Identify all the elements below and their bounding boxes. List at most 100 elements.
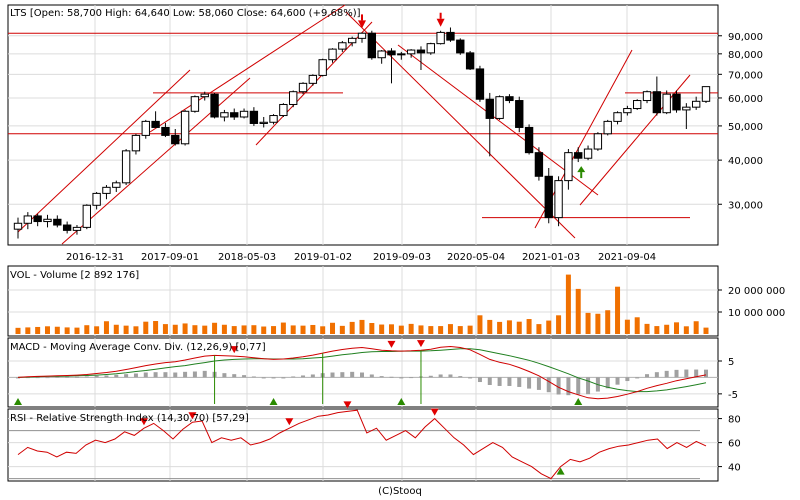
- candle-body-up: [259, 121, 268, 124]
- macd-panel: 5 -5 MACD - Moving Average Conv. Div. (12,…: [7, 337, 738, 408]
- macd-histogram-bar: [25, 377, 30, 379]
- price-tick-label: 80,000: [728, 50, 763, 61]
- rsi-sell-marker: [139, 418, 148, 426]
- macd-histogram-bar: [369, 374, 374, 378]
- macd-histogram-bar: [379, 376, 384, 378]
- x-tick-label: 2021-09-04: [598, 252, 656, 263]
- macd-histogram-bar: [625, 377, 630, 382]
- volume-bar: [408, 323, 414, 334]
- macd-histogram-bar: [566, 377, 571, 396]
- x-tick-label: 2020-05-04: [447, 252, 505, 263]
- candle-body-up: [436, 31, 445, 45]
- macd-buy-marker: [14, 398, 22, 405]
- macd-histogram-bar: [428, 375, 433, 378]
- candle: [220, 109, 229, 122]
- candle-body-up: [43, 218, 52, 223]
- rsi-tick-label: 40: [728, 463, 741, 474]
- macd-histogram-bar: [310, 374, 315, 378]
- copyright-footer: (C)Stooq: [378, 486, 422, 497]
- candle: [92, 191, 101, 210]
- candle: [308, 74, 318, 86]
- rsi-panel: 80 60 40 RSI - Relative Strength Index (14,…: [7, 401, 741, 482]
- volume-bar: [556, 315, 562, 334]
- candle-body-up: [357, 32, 367, 39]
- macd-histogram-bar: [546, 377, 551, 393]
- candle: [298, 82, 308, 95]
- candle-body-up: [662, 93, 671, 114]
- macd-histogram-bar: [173, 372, 178, 378]
- macd-histogram-bar: [202, 370, 207, 378]
- macd-histogram-bar: [576, 377, 581, 395]
- volume-bar: [664, 324, 670, 334]
- volume-bar: [330, 322, 336, 334]
- volume-bar: [172, 324, 178, 334]
- macd-histogram-bar: [104, 375, 109, 378]
- macd-histogram-bar: [487, 377, 492, 385]
- macd-histogram-bar: [242, 375, 247, 378]
- buy-signal-arrow: [577, 166, 586, 173]
- candle: [416, 46, 426, 70]
- macd-histogram-bar: [192, 371, 197, 378]
- candle: [33, 213, 42, 227]
- candle: [200, 91, 209, 101]
- candle-body-up: [23, 215, 33, 224]
- candle: [210, 92, 219, 119]
- volume-bar: [703, 327, 709, 334]
- macd-histogram-bar: [143, 372, 148, 378]
- candle-body-down: [465, 52, 475, 70]
- candle-body-down: [456, 39, 465, 54]
- candle-body-down: [249, 110, 259, 124]
- trend-channel-line: [17, 69, 191, 233]
- macd-histogram-bar: [694, 369, 699, 378]
- candle: [112, 180, 121, 192]
- macd-histogram-bar: [556, 377, 561, 395]
- volume-bar: [320, 326, 326, 334]
- candle-body-up: [406, 49, 416, 55]
- candle: [495, 95, 504, 120]
- volume-bar: [369, 323, 375, 334]
- rsi-line: [17, 409, 707, 480]
- price-frame: [7, 4, 719, 246]
- candle: [249, 107, 259, 126]
- candle: [564, 149, 573, 190]
- candle: [583, 145, 593, 161]
- volume-bar: [497, 321, 503, 334]
- candle-body-up: [318, 59, 327, 76]
- candle-body-up: [279, 103, 288, 117]
- rsi-buy-marker: [556, 467, 565, 475]
- volume-bar: [575, 288, 581, 334]
- candle-body-up: [564, 152, 573, 182]
- candle-body-up: [13, 222, 23, 230]
- candle: [13, 217, 23, 239]
- candle: [259, 116, 268, 128]
- macd-histogram-bar: [605, 377, 610, 389]
- x-tick-label: 2016-12-31: [66, 252, 124, 263]
- candle-body-up: [347, 37, 357, 44]
- macd-histogram-bar: [261, 377, 266, 379]
- candle-body-down: [485, 98, 494, 119]
- volume-bar: [379, 324, 385, 334]
- rsi-label: RSI - Relative Strength Index (14,30,70)…: [10, 413, 249, 424]
- candle-body-down: [33, 215, 42, 223]
- candle: [190, 95, 200, 113]
- candle-body-up: [180, 110, 190, 145]
- macd-histogram-bar: [340, 372, 345, 378]
- rsi-tick-label: 80: [728, 415, 741, 426]
- macd-tick-label: -5: [728, 390, 738, 401]
- volume-bar: [162, 324, 168, 334]
- volume-bar: [123, 325, 129, 334]
- candle-body-up: [141, 120, 150, 136]
- candle-body-down: [151, 120, 160, 128]
- price-tick-label: 50,000: [728, 122, 763, 133]
- macd-histogram-bar: [222, 373, 227, 378]
- candle-body-up: [131, 134, 141, 152]
- volume-bar: [182, 323, 188, 334]
- trend-channel-line: [579, 74, 691, 206]
- candle: [53, 215, 62, 228]
- price-tick-label: 30,000: [728, 200, 763, 211]
- macd-histogram-bar: [84, 376, 89, 378]
- x-tick-label: 2019-01-02: [294, 252, 352, 263]
- macd-histogram-bar: [684, 369, 689, 378]
- macd-histogram-bar: [399, 377, 404, 379]
- candle-body-down: [652, 91, 662, 114]
